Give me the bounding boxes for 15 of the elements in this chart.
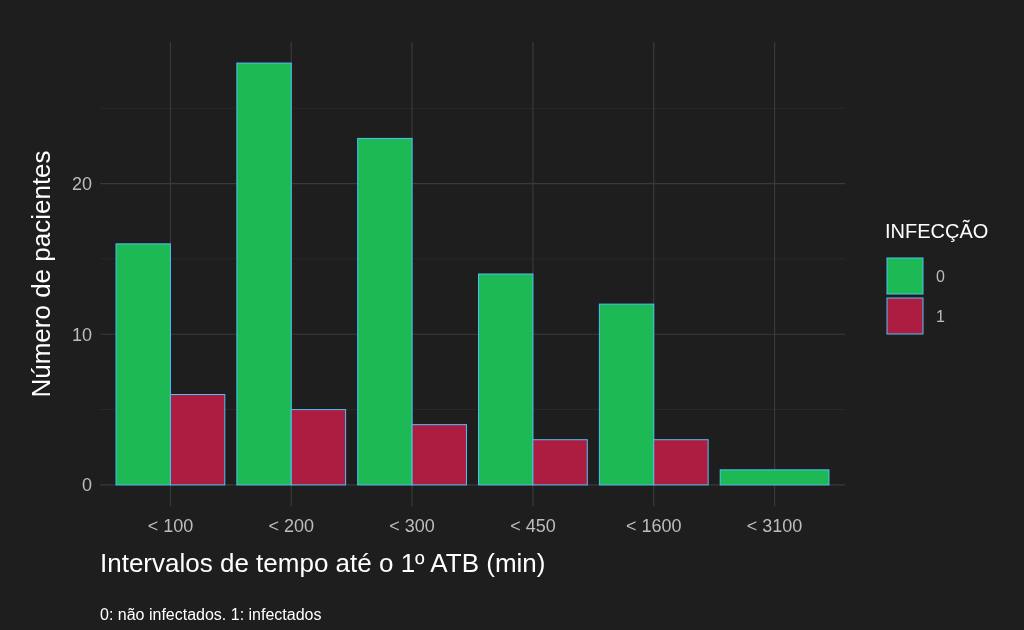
x-tick-label: < 450 xyxy=(510,516,556,536)
y-tick-label: 10 xyxy=(71,324,92,345)
x-tick-label: < 3100 xyxy=(746,516,803,536)
x-tick-label: < 100 xyxy=(147,516,194,536)
x-tick-label: < 200 xyxy=(268,516,315,536)
y-tick-label: 0 xyxy=(81,475,92,496)
legend-label: 1 xyxy=(936,307,945,325)
x-tick-label: < 1600 xyxy=(625,516,682,536)
y-tick-label: 20 xyxy=(71,173,92,194)
text: 0: não infectados. 1: infectados xyxy=(100,606,322,623)
legend-title: INFECÇÃO xyxy=(885,219,989,242)
y-axis-title: Número de pacientes xyxy=(26,150,56,398)
x-tick-label: < 300 xyxy=(389,516,435,536)
legend-label: 0 xyxy=(936,267,945,285)
x-axis-title: Intervalos de tempo até o 1º ATB (min) xyxy=(100,548,546,578)
